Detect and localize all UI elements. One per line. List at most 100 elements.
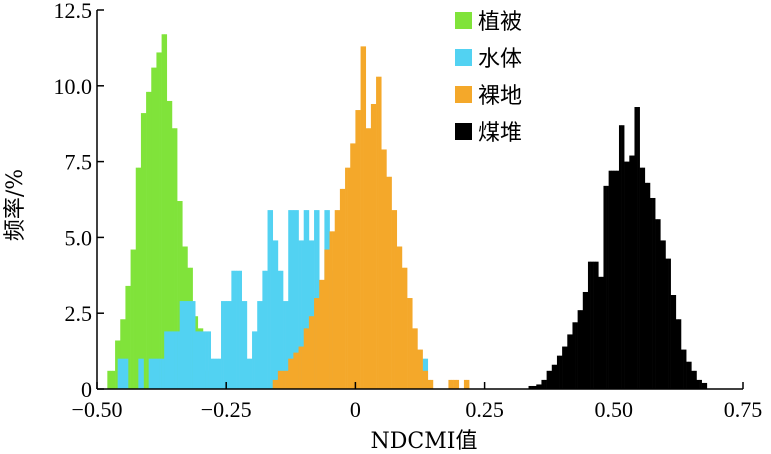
histogram-bar [244,301,248,389]
histogram-bar [174,128,178,389]
histogram-bar [252,331,255,389]
histogram-bar [166,100,170,390]
histogram-bar [350,143,354,389]
histogram-bar [156,52,160,389]
histogram-bar [624,161,628,389]
histogram-bar [179,201,183,389]
histogram-bar [205,331,209,389]
histogram-bar [117,358,121,389]
histogram-bar [391,210,395,389]
histogram-bar [456,379,460,389]
x-tick-label: 0.75 [724,397,763,422]
histogram-bar [156,358,160,389]
histogram-bar [319,279,323,389]
histogram-bar [463,379,467,389]
histogram-bar [611,170,615,389]
histogram-bar [202,331,206,389]
histogram-bar [122,358,126,389]
histogram-bar [699,379,702,389]
series-3-bars [528,107,708,390]
histogram-bar [376,76,379,389]
histogram-bar [363,46,367,389]
histogram-bar [151,67,155,390]
histogram-bar [412,328,416,389]
histogram-bar [401,267,405,389]
histogram-bar [373,103,377,390]
histogram-bar [593,261,597,389]
histogram-bar [647,182,651,389]
histogram-bar [218,358,222,389]
histogram-bar [381,149,385,389]
series-2-bars [272,46,470,390]
histogram-bar [236,270,240,389]
histogram-bar [161,358,165,389]
histogram-bar [701,382,705,389]
histogram-bar [311,316,315,389]
legend-swatch [455,49,472,66]
histogram-bar [595,261,599,389]
histogram-bar [536,384,540,389]
histogram-bar [662,240,666,389]
histogram-bar [621,125,625,389]
histogram-bar [120,358,124,389]
histogram-bar [342,188,346,389]
histogram-bar [365,128,369,389]
histogram-bar [275,379,279,389]
x-tick-label: −0.50 [72,397,123,422]
histogram-bar [606,185,609,389]
histogram-bar [368,128,372,389]
histogram-bar [453,379,457,389]
histogram-bar [422,370,426,389]
histogram-bar [683,349,687,389]
x-tick-label: −0.25 [201,397,252,422]
histogram-bar [283,301,286,389]
histogram-bar [388,176,392,389]
histogram-bar [164,331,168,389]
histogram-bar [394,210,398,389]
histogram-bar [308,316,312,389]
histogram-bar [270,210,274,389]
histogram-bar [295,352,299,389]
histogram-bar [190,301,193,389]
histogram-bar [660,240,664,389]
histogram-bar [680,349,684,389]
histogram-bar [171,331,175,389]
histogram-bar [569,334,573,389]
histogram-bar [264,270,268,389]
histogram-bar [153,67,157,390]
histogram-bar [277,370,281,389]
histogram-bar [151,358,155,389]
histogram-bar [174,331,178,389]
histogram-bar [159,52,162,389]
histogram-bar [169,100,173,390]
histogram-bar [259,301,263,389]
histogram-bar [575,322,578,389]
histogram-bar [551,364,555,389]
histogram-bar [249,358,253,389]
histogram-bar [704,382,708,389]
histogram-bar [324,249,328,389]
histogram-bar [231,270,235,389]
legend-swatch [455,86,472,103]
histogram-bar [187,301,191,389]
histogram-bar [277,270,281,389]
histogram-bar [306,210,310,389]
histogram-bar [298,240,302,389]
histogram-bar [301,240,305,389]
histogram-bar [169,331,173,389]
histogram-bar [184,301,188,389]
histogram-bar [538,384,542,389]
histogram-bar [290,358,294,389]
histogram-bar [644,182,648,389]
histogram-bar [668,258,671,389]
histogram-bar [200,331,204,389]
axis-ticks: −0.50 −0.25 0 0.25 0.50 0.75 0 2.5 5.0 7.5 10.0 12.… [54,0,763,422]
histogram-bar [686,361,690,389]
histogram-bar [634,107,638,390]
histogram-bar [272,240,276,389]
histogram-bar [140,113,144,389]
histogram-bar [631,155,635,389]
y-tick-label: 2.5 [65,301,93,326]
histogram-bar [544,379,547,389]
legend-label: 煤堆 [478,121,522,146]
